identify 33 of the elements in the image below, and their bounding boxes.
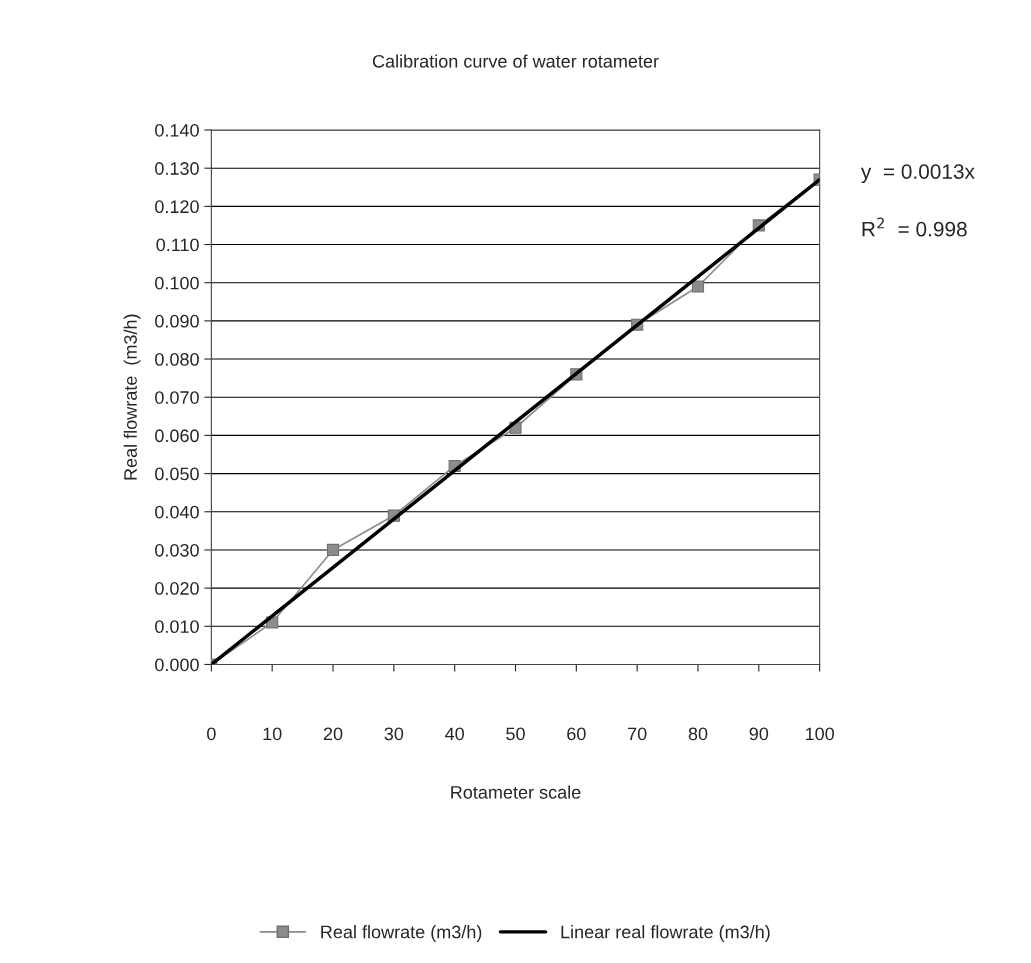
text: R$^{2}$ = 0.998 [862, 217, 967, 237]
legend-label: Linear real flowrate (m3/h) [561, 925, 770, 942]
y-tick-label: 0.050 [155, 467, 199, 481]
y-tick-label: 0.070 [155, 391, 199, 404]
x-tick-label: 90 [749, 727, 769, 741]
x-tick-label: 60 [567, 727, 586, 741]
x-tick-label: 30 [384, 727, 404, 741]
x-tick-label: 80 [688, 727, 708, 741]
x-tick-label: 70 [628, 727, 647, 741]
chart-title: Calibration curve of water rotameter [372, 54, 659, 68]
x-tick-label: 50 [506, 727, 525, 741]
x-tick-label: 40 [445, 727, 465, 741]
y-axis-title: Real flowrate (m3/h) [123, 314, 141, 480]
y-tick-label: 0.020 [155, 582, 199, 595]
y-tick-label: 0.060 [155, 429, 199, 443]
y-tick-label: 0.030 [155, 543, 199, 557]
y-tick-label: 0.080 [155, 353, 199, 366]
y-tick-label: 0.040 [155, 505, 199, 519]
x-tick-label: 100 [805, 727, 834, 741]
y-tick-label: 0.010 [155, 620, 199, 634]
y-tick-label: 0.130 [155, 162, 199, 175]
y-tick-label: 0.100 [155, 276, 199, 290]
x-tick-label: 20 [323, 727, 343, 741]
y-tick-label: 0.000 [155, 658, 199, 672]
x-axis-title: Rotameter scale [451, 785, 581, 799]
y-tick-label: 0.090 [155, 314, 199, 328]
text: y = 0.0013x [860, 164, 975, 184]
y-tick-label: 0.120 [155, 200, 199, 214]
x-tick-label: 10 [263, 727, 282, 741]
x-tick-label: 0 [207, 727, 216, 741]
y-tick-label: 0.140 [155, 123, 199, 137]
legend-label: Real flowrate (m3/h) [321, 925, 482, 942]
y-tick-label: 0.110 [156, 238, 199, 252]
